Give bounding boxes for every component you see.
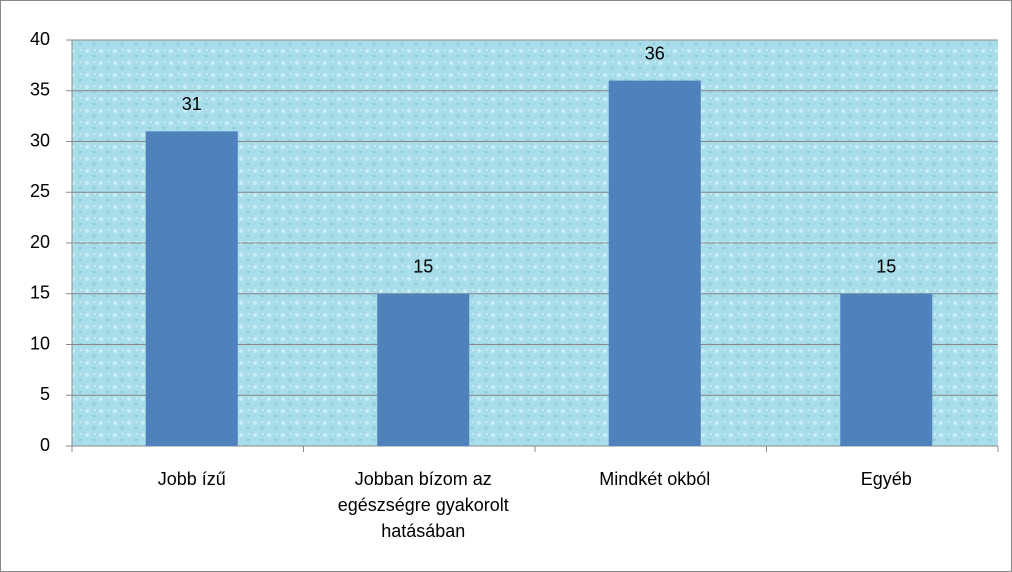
y-tick-label: 30 — [30, 130, 50, 150]
y-tick-label: 5 — [40, 384, 50, 404]
bar — [377, 293, 470, 446]
data-label: 31 — [182, 94, 202, 114]
bar — [840, 293, 933, 446]
y-tick-label: 35 — [30, 80, 50, 100]
data-label: 15 — [876, 257, 896, 277]
x-tick-label: Egyéb — [860, 469, 912, 489]
x-tick-label: Jobban bízom az egészségre gyakorolt hat… — [337, 469, 509, 541]
bar — [145, 131, 238, 446]
data-label: 36 — [645, 43, 665, 63]
y-tick-label: 10 — [30, 333, 50, 353]
x-tick-label: Jobb ízű — [157, 469, 226, 489]
x-tick-label: Mindkét okból — [599, 469, 711, 489]
y-tick-label: 40 — [30, 29, 50, 49]
y-tick-label: 25 — [30, 181, 50, 201]
y-tick-label: 15 — [30, 283, 50, 303]
y-tick-label: 0 — [40, 435, 50, 455]
data-label: 15 — [413, 257, 433, 277]
y-tick-label: 20 — [30, 232, 50, 252]
bar — [608, 80, 701, 446]
